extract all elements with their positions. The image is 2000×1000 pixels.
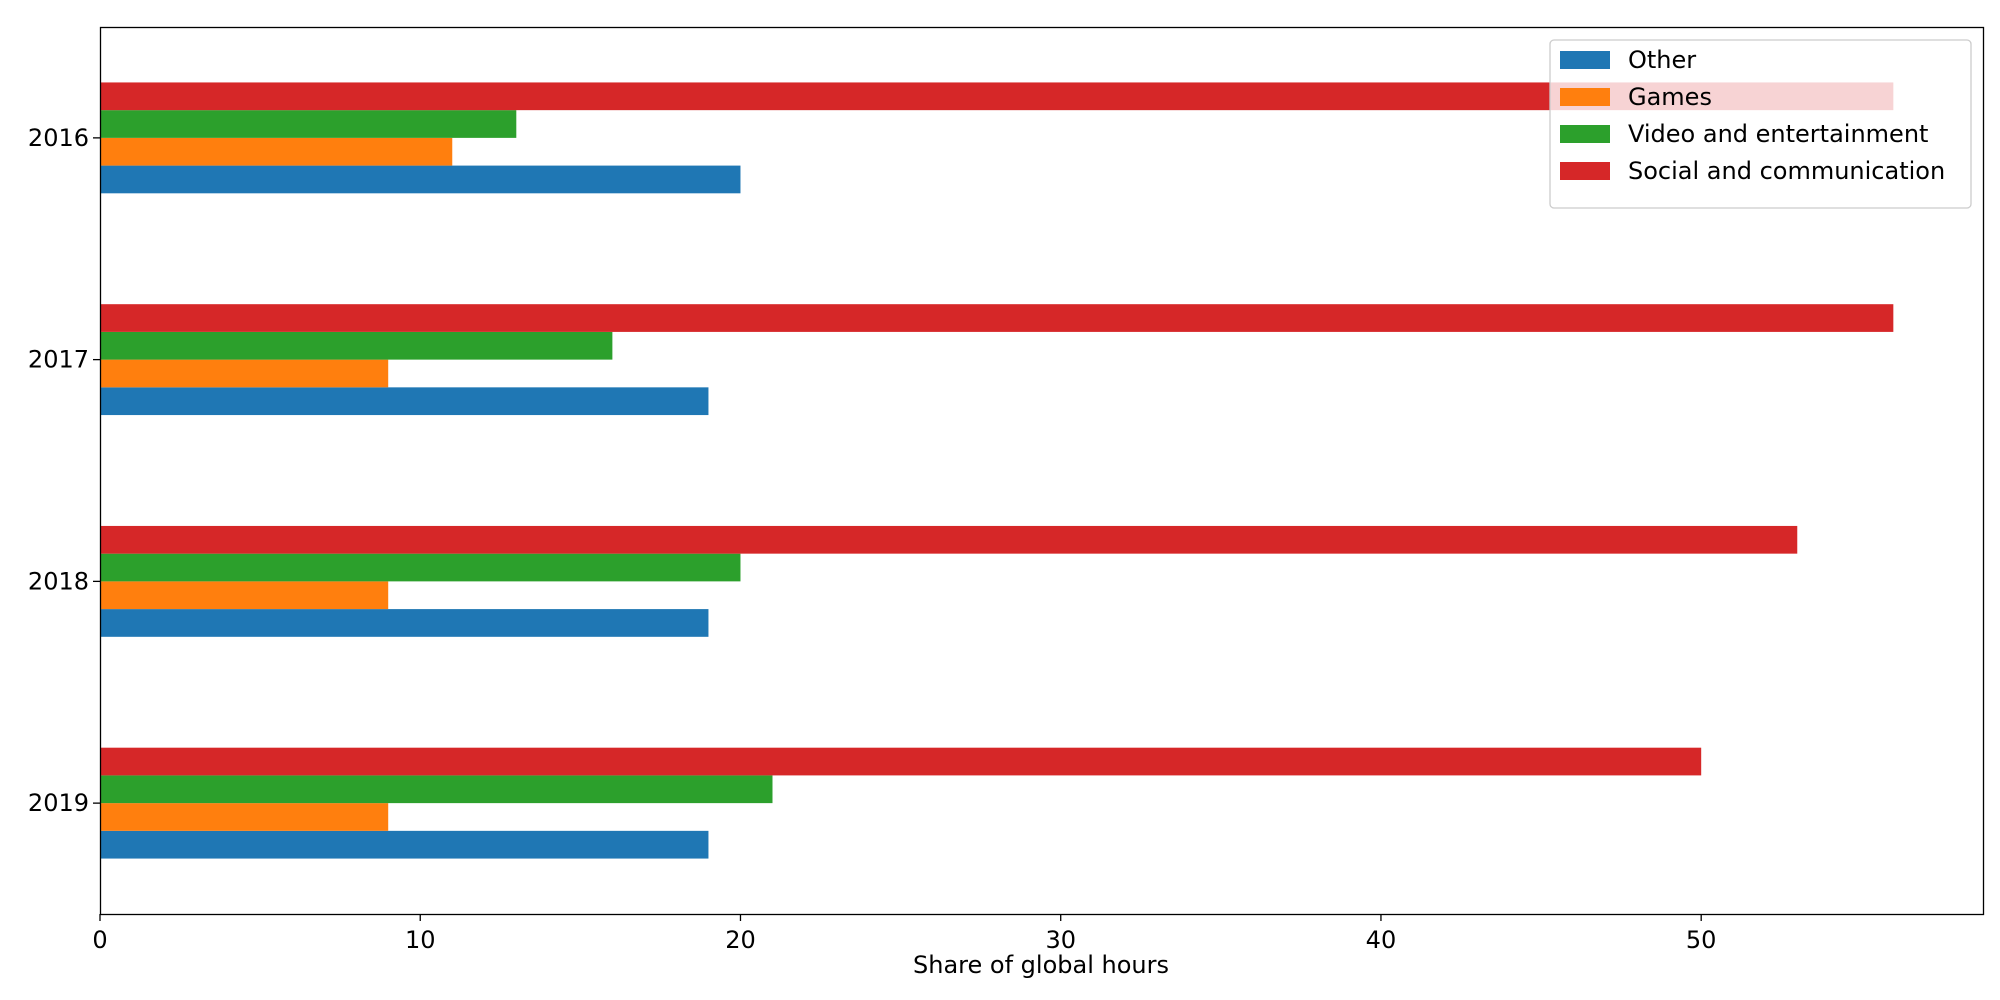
legend-swatch (1560, 88, 1610, 106)
x-tick-label: 20 (725, 926, 756, 954)
legend-swatch (1560, 51, 1610, 69)
x-tick-label: 30 (1045, 926, 1076, 954)
y-tick-label: 2018 (28, 567, 89, 595)
bar-2016-games (100, 137, 453, 166)
bar-2017-video-and-entertainment (100, 331, 613, 360)
bar-2019-games (100, 803, 389, 831)
legend-label: Other (1628, 46, 1696, 74)
bar-2018-video-and-entertainment (100, 553, 741, 582)
y-tick-label: 2017 (28, 346, 89, 374)
x-tick-label: 10 (405, 926, 436, 954)
bar-2016-other (100, 165, 741, 194)
bar-2017-social-and-communication (100, 304, 1894, 332)
bar-2018-social-and-communication (100, 525, 1798, 554)
y-axis: 2016 2017 2018 2019 (28, 124, 100, 817)
legend-swatch (1560, 125, 1610, 143)
legend-label: Video and entertainment (1628, 120, 1928, 148)
plot-frame (99, 26, 1985, 916)
legend-box (1549, 39, 1972, 209)
x-axis: 0 10 20 30 40 50 (92, 914, 1716, 954)
legend: Other Games Video and entertainment Social … (1549, 39, 1972, 209)
legend-label: Games (1628, 83, 1712, 111)
bar-2017-other (100, 387, 709, 416)
bar-2016-video-and-entertainment (100, 110, 517, 138)
x-tick-label: 40 (1366, 926, 1397, 954)
legend-swatch (1560, 162, 1610, 180)
bar-2017-games (100, 359, 389, 388)
x-axis-title: Share of global hours (913, 951, 1169, 979)
x-tick-label: 50 (1686, 926, 1717, 954)
legend-label: Social and communication (1628, 157, 1945, 185)
bar-2018-other (100, 609, 709, 637)
y-tick-label: 2019 (28, 789, 89, 817)
y-tick-label: 2016 (28, 124, 89, 152)
bar-2019-video-and-entertainment (100, 775, 773, 804)
bar-2019-other (100, 830, 709, 859)
bar-2019-social-and-communication (100, 747, 1702, 776)
bar-2018-games (100, 581, 389, 610)
x-tick-label: 0 (92, 926, 107, 954)
